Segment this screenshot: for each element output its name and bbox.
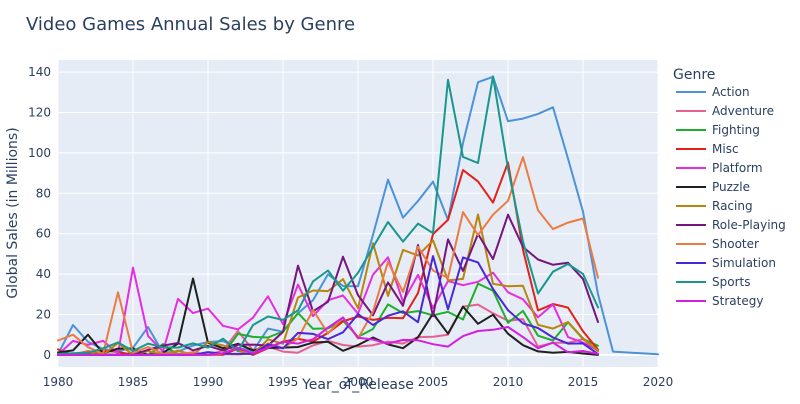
x-tick-label: 2015 [568,375,599,389]
x-tick-label: 2000 [343,375,374,389]
legend-label: Role-Playing [712,218,786,232]
legend[interactable]: Genre Action Adventure Fighting Misc Platfor… [673,67,786,308]
legend-item-puzzle[interactable]: Puzzle [676,180,750,194]
y-axis-label: Global Sales (in Millions) [5,127,21,298]
y-tick-label: 40 [36,267,51,281]
legend-label: Strategy [712,294,763,308]
x-tick-label: 2005 [418,375,449,389]
y-tick-label: 80 [36,186,51,200]
legend-item-fighting[interactable]: Fighting [676,123,760,137]
legend-label: Sports [712,275,750,289]
y-tick-label: 20 [36,307,51,321]
y-tick-label: 0 [43,348,51,362]
legend-label: Puzzle [712,180,750,194]
legend-item-adventure[interactable]: Adventure [676,104,774,118]
legend-title: Genre [673,67,715,83]
y-tick-label: 120 [28,106,51,120]
series-line-role-playing [57,213,599,356]
series-line-racing [57,213,599,356]
x-tick-label: 1990 [193,375,224,389]
series-line-strategy [57,316,599,356]
legend-label: Racing [712,199,753,213]
series-line-sports [57,75,599,355]
x-tick-label: 2010 [493,375,524,389]
legend-item-action[interactable]: Action [676,85,750,99]
legend-label: Shooter [712,237,759,251]
x-tick-label: 1985 [118,375,149,389]
legend-item-role-playing[interactable]: Role-Playing [676,218,786,232]
y-tick-labels: 0 20 40 60 80 100 120 140 [28,65,51,362]
legend-label: Fighting [712,123,760,137]
x-tick-labels: 1980 1985 1990 1995 2000 2005 2010 2015 2020 [43,375,674,389]
legend-label: Misc [712,142,739,156]
legend-item-racing[interactable]: Racing [676,199,753,213]
chart-title: Video Games Annual Sales by Genre [26,14,355,35]
y-tick-label: 60 [36,227,51,241]
x-tick-label: 1995 [268,375,299,389]
legend-label: Adventure [712,104,774,118]
x-tick-label: 1980 [43,375,74,389]
legend-label: Platform [712,161,763,175]
legend-label: Simulation [712,256,776,270]
legend-item-strategy[interactable]: Strategy [676,294,763,308]
legend-label: Action [712,85,750,99]
y-tick-label: 100 [28,146,51,160]
series-line-shooter [57,156,599,356]
series-layer [57,75,659,356]
legend-item-sports[interactable]: Sports [676,275,750,289]
series-line-action [57,75,659,356]
legend-items: Action Adventure Fighting Misc Platform Puzzl… [676,85,786,308]
x-tick-label: 2020 [643,375,674,389]
y-tick-label: 140 [28,65,51,79]
x-axis-label: Year_of_Release [301,377,414,393]
legend-item-misc[interactable]: Misc [676,142,739,156]
legend-item-shooter[interactable]: Shooter [676,237,759,251]
legend-item-simulation[interactable]: Simulation [676,256,776,270]
legend-item-platform[interactable]: Platform [676,161,763,175]
